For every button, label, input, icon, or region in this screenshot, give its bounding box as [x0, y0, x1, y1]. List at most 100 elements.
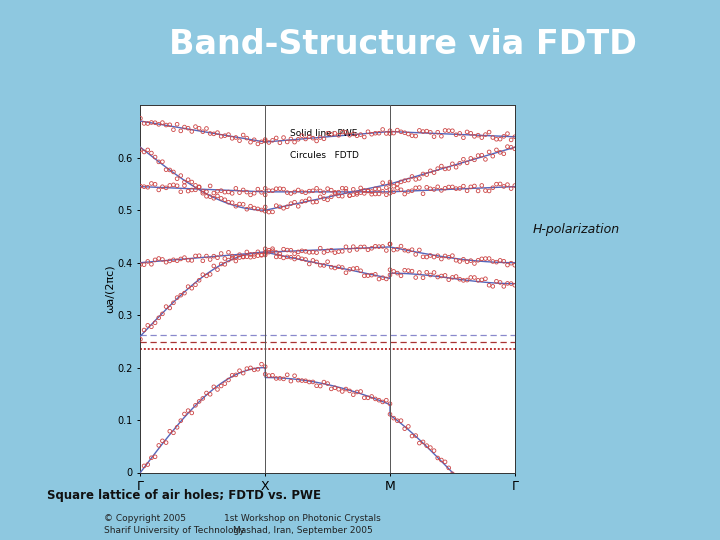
Point [182, 282, 194, 291]
Point [344, 387, 356, 395]
Point [204, 270, 216, 279]
Point [315, 187, 326, 195]
Point [425, 185, 436, 193]
Point [395, 178, 407, 186]
Point [395, 416, 407, 425]
Point [458, 155, 469, 164]
Point [318, 261, 330, 270]
Point [476, 254, 487, 263]
Point [182, 187, 194, 195]
Point [230, 370, 242, 379]
Point [469, 259, 480, 268]
Point [450, 256, 462, 265]
Point [384, 240, 396, 248]
Point [355, 188, 366, 197]
Point [469, 181, 480, 190]
Text: Circules   FDTD: Circules FDTD [290, 151, 359, 160]
Point [241, 205, 253, 213]
Point [142, 321, 153, 329]
Point [194, 397, 205, 406]
Point [410, 431, 421, 440]
Point [462, 276, 473, 285]
Point [340, 384, 351, 393]
Point [315, 192, 326, 201]
Point [340, 128, 351, 137]
Point [446, 159, 458, 168]
Point [362, 127, 374, 136]
Point [399, 246, 410, 254]
Point [252, 365, 264, 374]
Point [238, 253, 249, 261]
Point [304, 187, 315, 195]
Point [336, 247, 348, 255]
Point [498, 282, 510, 291]
Text: © Copyright 2005
Sharif University of Technology: © Copyright 2005 Sharif University of Te… [104, 515, 245, 535]
Point [336, 127, 348, 136]
Point [336, 263, 348, 272]
Point [161, 258, 172, 267]
Point [406, 131, 418, 140]
Point [311, 248, 323, 257]
Point [359, 133, 370, 141]
Point [212, 385, 223, 394]
Point [436, 456, 447, 464]
Point [238, 252, 249, 261]
Point [157, 255, 168, 264]
Point [472, 276, 484, 285]
Point [282, 246, 293, 254]
Point [322, 258, 333, 266]
Point [454, 159, 466, 167]
Point [406, 432, 418, 441]
Point [256, 206, 267, 214]
Point [359, 394, 370, 402]
Point [212, 192, 223, 200]
Point [355, 387, 366, 396]
Point [135, 260, 146, 269]
Point [285, 189, 297, 198]
Point [234, 188, 246, 197]
Point [189, 401, 201, 410]
Point [238, 186, 249, 194]
Point [458, 276, 469, 285]
Point [351, 188, 363, 197]
Point [212, 265, 223, 274]
Point [186, 256, 197, 265]
Point [340, 268, 351, 277]
Point [344, 246, 356, 255]
Point [421, 183, 433, 192]
Point [432, 128, 444, 137]
Point [157, 436, 168, 445]
Point [135, 114, 146, 123]
Point [359, 186, 370, 195]
Point [138, 119, 150, 128]
Point [402, 422, 414, 431]
Point [340, 184, 351, 193]
Point [443, 463, 454, 472]
Point [351, 190, 363, 199]
Point [421, 268, 433, 276]
Point [366, 392, 377, 401]
Point [348, 390, 359, 399]
Point [175, 291, 186, 300]
Point [219, 188, 230, 197]
Point [348, 191, 359, 199]
Point [215, 249, 227, 258]
Point [329, 264, 341, 272]
Y-axis label: ωa/(2πc): ωa/(2πc) [104, 265, 114, 313]
Point [208, 188, 220, 197]
Point [304, 248, 315, 256]
Point [271, 133, 282, 142]
Point [201, 187, 212, 196]
Point [274, 374, 286, 383]
Point [344, 191, 356, 200]
Point [315, 244, 326, 253]
Point [189, 252, 201, 260]
Point [145, 118, 157, 127]
Point [333, 385, 344, 394]
Point [443, 275, 454, 284]
Point [282, 202, 293, 211]
Point [219, 260, 230, 268]
Point [384, 400, 396, 408]
Point [428, 268, 440, 277]
Point [498, 257, 510, 266]
